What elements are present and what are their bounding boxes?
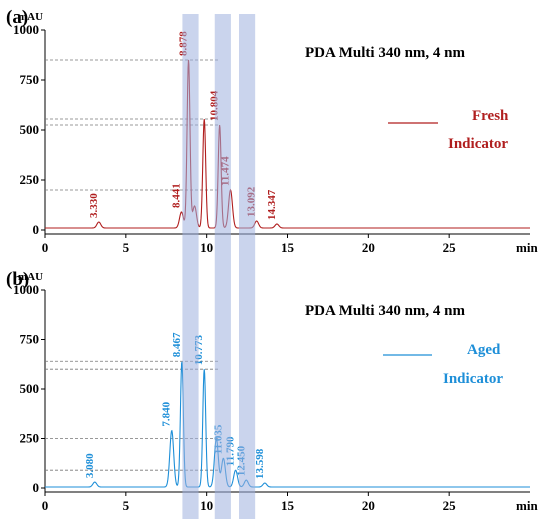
legend-label-line1: Fresh: [472, 108, 509, 124]
x-tick-label: 15: [281, 498, 295, 513]
peak-label: 14.347: [266, 189, 278, 220]
x-tick-label: 15: [281, 240, 295, 255]
highlight-band: [182, 14, 199, 519]
panel-label: (b): [6, 269, 29, 290]
x-tick-label: 20: [362, 498, 375, 513]
peak-label: 13.598: [254, 448, 266, 479]
highlight-band: [239, 14, 256, 519]
x-tick-label: 25: [443, 240, 457, 255]
legend-label-line2: Indicator: [448, 136, 508, 152]
chart-header: PDA Multi 340 nm, 4 nm: [305, 45, 466, 61]
peak-label: 3.330: [88, 193, 100, 218]
chromatogram-trace: [45, 59, 530, 229]
x-tick-label: 0: [42, 240, 49, 255]
y-tick-label: 500: [20, 381, 40, 396]
x-tick-label: 20: [362, 240, 375, 255]
y-unit-label: mAU: [18, 271, 43, 283]
legend-label-line2: Indicator: [443, 371, 503, 387]
peak-label: 8.467: [171, 332, 183, 357]
x-unit-label: min: [516, 498, 538, 513]
y-tick-label: 750: [20, 72, 40, 87]
y-tick-label: 750: [20, 332, 40, 347]
x-tick-label: 10: [200, 240, 213, 255]
x-tick-label: 5: [123, 240, 130, 255]
chromatogram-trace: [45, 361, 530, 488]
peak-label: 7.840: [161, 401, 173, 426]
panel-label: (a): [6, 7, 28, 28]
x-unit-label: min: [516, 240, 538, 255]
x-tick-label: 10: [200, 498, 213, 513]
y-tick-label: 500: [20, 122, 40, 137]
legend-label-line1: Aged: [467, 342, 501, 358]
chart-header: PDA Multi 340 nm, 4 nm: [305, 303, 466, 319]
x-tick-label: 5: [123, 498, 130, 513]
x-tick-label: 0: [42, 498, 49, 513]
y-tick-label: 1000: [13, 282, 39, 297]
y-tick-label: 0: [33, 222, 40, 237]
peak-label: 3.080: [84, 453, 96, 478]
y-tick-label: 1000: [13, 22, 39, 37]
y-tick-label: 0: [33, 480, 40, 495]
x-tick-label: 25: [443, 498, 457, 513]
peak-label: 8.441: [170, 183, 182, 208]
highlight-band: [214, 14, 231, 519]
y-unit-label: mAU: [18, 11, 43, 23]
y-tick-label: 250: [20, 431, 40, 446]
y-tick-label: 250: [20, 172, 40, 187]
